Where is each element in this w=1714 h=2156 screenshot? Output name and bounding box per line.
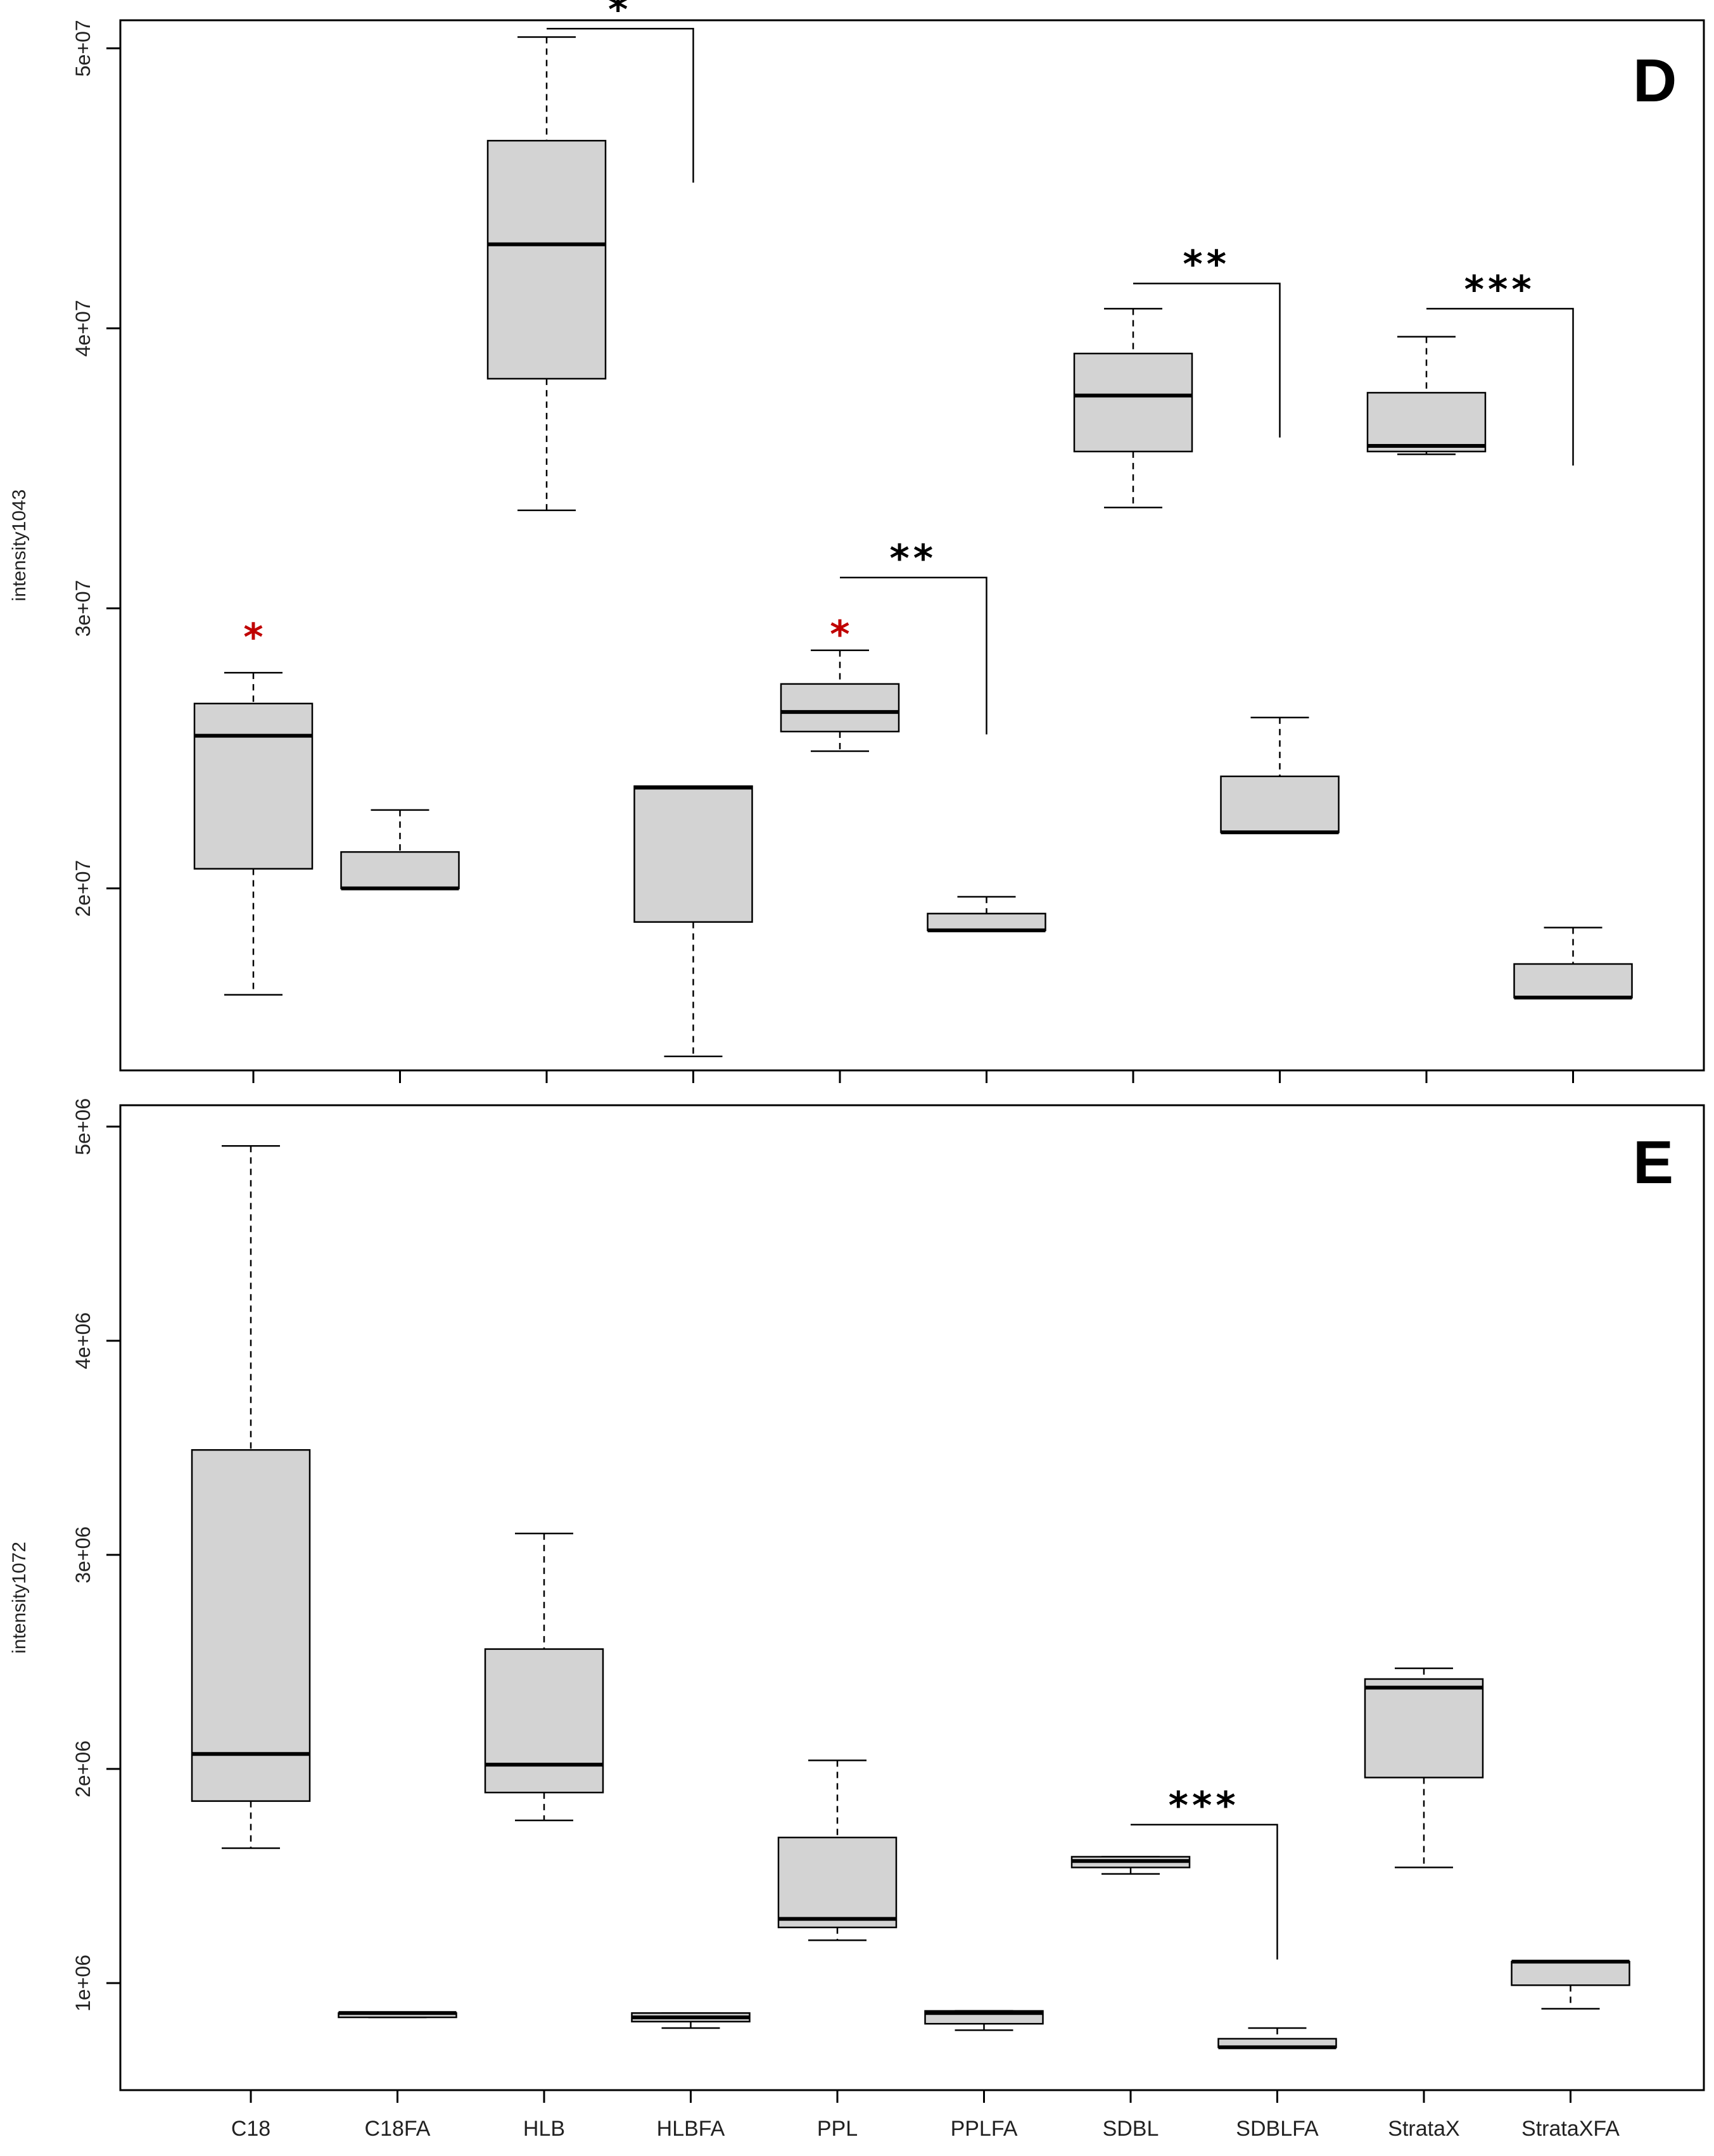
- bracket-line: [1133, 282, 1281, 438]
- box-body: [1073, 352, 1193, 453]
- significance-label: *: [608, 0, 632, 32]
- box-c18fa: [340, 809, 460, 891]
- box-body: [1511, 1960, 1630, 1986]
- bracket-line: [547, 28, 694, 183]
- significance-label: ***: [1169, 1784, 1240, 1828]
- box-hlb: [486, 36, 607, 511]
- x-tick-label: HLBFA: [657, 2117, 725, 2141]
- x-tick-label: SDBL: [1103, 2117, 1159, 2141]
- box-pplfa: [927, 896, 1046, 932]
- box-body: [633, 785, 753, 923]
- box-body: [1366, 391, 1487, 453]
- box-strataxfa: [1511, 1960, 1630, 2010]
- box-body: [484, 1648, 604, 1794]
- y-tick-label: 5e+06: [72, 1098, 94, 1155]
- significance-label: ***: [1464, 267, 1535, 312]
- y-tick-label: 3e+06: [72, 1526, 94, 1583]
- chart-panel-d: Dintensity10432e+073e+074e+075e+07******…: [9, 0, 1705, 1083]
- box-pplfa: [924, 2010, 1044, 2031]
- y-tick-label: 2e+06: [72, 1741, 94, 1798]
- bracket-line: [1426, 308, 1574, 466]
- box-ppl: [777, 1760, 898, 1941]
- y-axis-label: intensity1072: [9, 1542, 30, 1654]
- box-c18fa: [338, 2011, 457, 2019]
- x-tick-label: SDBLFA: [1236, 2117, 1319, 2141]
- y-tick-label: 4e+06: [72, 1312, 94, 1369]
- box-body: [486, 139, 607, 380]
- y-tick-label: 5e+07: [72, 20, 94, 77]
- box-ppl: [780, 649, 900, 752]
- significance-bracket-stratax: ***: [1426, 267, 1574, 466]
- significance-label: **: [1183, 243, 1230, 287]
- bracket-line: [840, 576, 987, 735]
- x-tick-label: C18FA: [365, 2117, 431, 2141]
- significance-bracket-ppl: **: [840, 536, 987, 735]
- box-sdblfa: [1217, 2027, 1337, 2050]
- x-tick-label: StrataXFA: [1521, 2117, 1620, 2141]
- box-body: [780, 683, 900, 733]
- box-sdbl: [1073, 308, 1193, 509]
- box-sdbl: [1070, 1856, 1191, 1875]
- plot-frame: [119, 19, 1705, 1072]
- y-tick-label: 1e+06: [72, 1955, 94, 2012]
- outlier-marker-c18: *: [243, 615, 263, 659]
- y-tick-label: 3e+07: [72, 580, 94, 637]
- box-body: [927, 913, 1046, 932]
- significance-bracket-hlb: *: [547, 0, 694, 183]
- box-hlb: [484, 1532, 604, 1822]
- box-hlbfa: [633, 785, 753, 1058]
- x-tick-label: StrataX: [1388, 2117, 1459, 2141]
- panels: Dintensity10432e+073e+074e+075e+07******…: [9, 0, 1705, 2141]
- plot-frame: [119, 1104, 1705, 2091]
- box-c18: [193, 671, 314, 996]
- box-body: [191, 1449, 311, 1802]
- y-tick-label: 2e+07: [72, 860, 94, 917]
- box-body: [1513, 963, 1633, 999]
- panel-label: E: [1633, 1129, 1673, 1196]
- significance-label: **: [889, 536, 937, 581]
- outlier-marker-ppl: *: [830, 612, 849, 657]
- box-stratax: [1364, 1667, 1484, 1868]
- box-body: [1364, 1678, 1484, 1779]
- box-strataxfa: [1513, 927, 1633, 1000]
- y-axis-label: intensity1043: [9, 490, 30, 602]
- box-stratax: [1366, 336, 1487, 455]
- x-tick-label: HLB: [523, 2117, 565, 2141]
- bracket-line: [1131, 1823, 1278, 1960]
- x-tick-label: PPL: [817, 2117, 858, 2141]
- panel-label: D: [1633, 47, 1677, 115]
- significance-bracket-sdbl: ***: [1131, 1784, 1278, 1960]
- x-tick-label: PPLFA: [951, 2117, 1018, 2141]
- x-tick-label: C18: [231, 2117, 270, 2141]
- significance-bracket-sdbl: **: [1133, 243, 1281, 438]
- box-hlbfa: [631, 2012, 751, 2029]
- box-c18: [191, 1145, 311, 1849]
- box-body: [777, 1836, 898, 1929]
- y-tick-label: 4e+07: [72, 300, 94, 357]
- box-body: [1220, 775, 1340, 834]
- box-body: [340, 851, 460, 889]
- box-sdblfa: [1220, 716, 1340, 835]
- box-body: [193, 702, 314, 870]
